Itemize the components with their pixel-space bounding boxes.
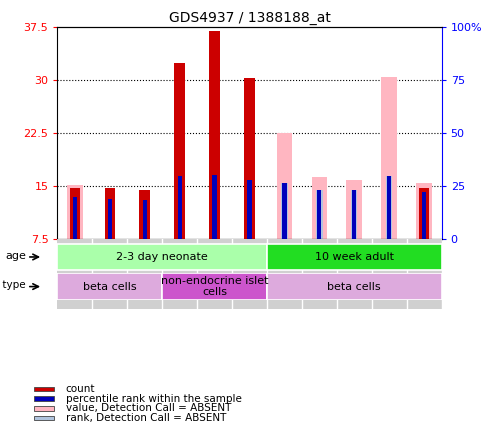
Bar [57,244,267,270]
Bar [419,187,429,239]
Text: beta cells: beta cells [83,282,137,291]
Bar [352,190,356,239]
Bar [175,63,185,239]
Text: 10 week adult: 10 week adult [315,252,394,262]
Title: GDS4937 / 1388188_at: GDS4937 / 1388188_at [169,11,330,25]
Text: percentile rank within the sample: percentile rank within the sample [66,394,242,404]
Bar [282,183,286,239]
Bar [267,244,442,270]
Bar [178,176,182,239]
Bar [387,176,391,239]
Bar [244,78,254,239]
Bar [197,239,232,309]
Text: age: age [5,250,26,261]
Bar [34,406,54,411]
Bar [351,190,357,239]
Bar [386,176,392,239]
Bar [69,187,80,239]
Bar [105,187,115,239]
Bar [416,183,432,239]
Bar [316,190,322,239]
Bar [72,192,78,239]
Bar [276,133,292,239]
Text: cell type: cell type [0,280,26,290]
Bar [34,416,54,420]
Text: rank, Detection Call = ABSENT: rank, Detection Call = ABSENT [66,413,226,423]
Bar [127,239,162,309]
Bar [232,239,267,309]
Bar [143,200,147,239]
Bar [381,77,397,239]
Bar [67,185,83,239]
Bar [346,181,362,239]
Text: count: count [66,384,95,394]
Bar [210,31,220,239]
Text: non-endocrine islet
cells: non-endocrine islet cells [161,276,268,297]
Bar [311,177,327,239]
Bar [162,239,197,309]
Bar [248,180,251,239]
Bar [73,197,77,239]
Bar [34,387,54,391]
Text: 2-3 day neonate: 2-3 day neonate [116,252,208,262]
Text: beta cells: beta cells [327,282,381,291]
Bar [92,239,127,309]
Bar [407,239,442,309]
Bar [140,190,150,239]
Bar [372,239,407,309]
Bar [421,190,427,239]
Bar [213,175,217,239]
Text: value, Detection Call = ABSENT: value, Detection Call = ABSENT [66,404,231,413]
Bar [281,183,287,239]
Bar [317,190,321,239]
Bar [57,239,92,309]
Bar [34,396,54,401]
Bar [422,192,426,239]
Bar [337,239,372,309]
Bar [57,273,162,300]
Bar [267,273,442,300]
Bar [108,199,112,239]
Bar [267,239,302,309]
Bar [302,239,337,309]
Bar [162,273,267,300]
